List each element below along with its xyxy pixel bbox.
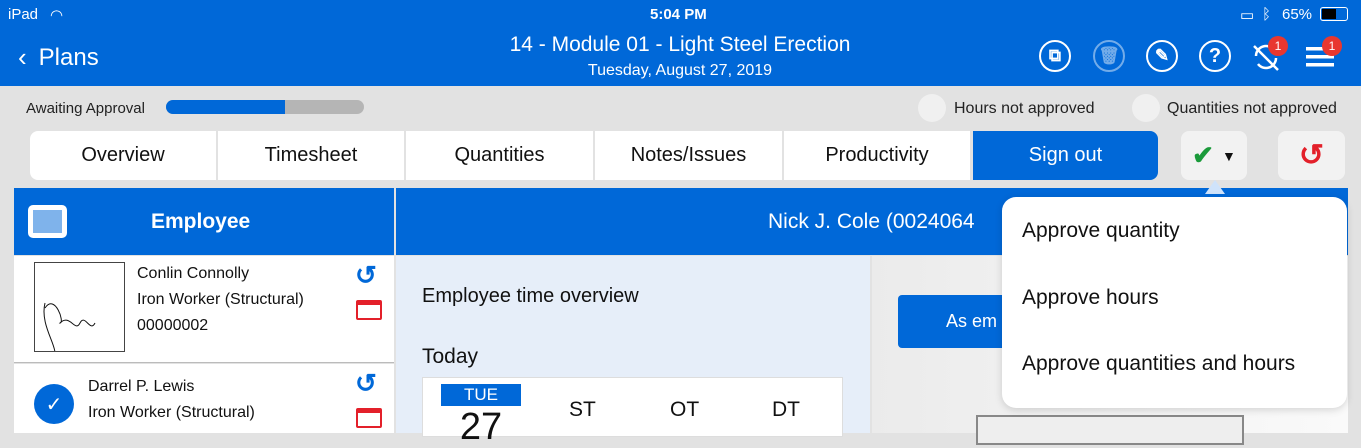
tab-quantities[interactable]: Quantities xyxy=(406,131,593,180)
pencil-icon[interactable]: ✎ xyxy=(1146,40,1178,72)
dt-column: DT xyxy=(772,398,800,421)
list-view-icon[interactable] xyxy=(28,205,67,238)
date-number: 27 xyxy=(459,406,503,448)
reset-icon[interactable]: ↺ xyxy=(355,368,377,398)
timesheet-icon[interactable] xyxy=(356,300,382,320)
page-title: 14 - Module 01 - Light Steel Erection xyxy=(509,33,851,56)
ot-column: OT xyxy=(670,398,700,421)
approval-status-label: Awaiting Approval xyxy=(26,100,145,117)
undo-icon: ↺ xyxy=(1298,139,1325,172)
checkmark-icon: ✔ xyxy=(1192,140,1214,170)
approve-dropdown-button[interactable]: ✔ ▼ xyxy=(1181,131,1247,180)
top-bar: iPad ◠ 5:04 PM ▭ ᛒ 65% ‹ Plans 14 - Modu… xyxy=(0,0,1361,86)
approve-dropdown-menu xyxy=(1002,197,1347,408)
caret-down-icon: ▼ xyxy=(1221,147,1236,164)
page-subtitle: Tuesday, August 27, 2019 xyxy=(587,62,773,79)
back-label: Plans xyxy=(38,43,99,71)
tab-productivity[interactable]: Productivity xyxy=(784,131,970,180)
back-button[interactable]: ‹ Plans xyxy=(18,42,99,73)
employee-id: 00000002 xyxy=(137,317,209,334)
menu-badge: 1 xyxy=(1322,36,1342,56)
tab-notes-issues[interactable]: Notes/Issues xyxy=(595,131,782,180)
employee-panel-title: Employee xyxy=(151,210,251,233)
sync-badge: 1 xyxy=(1268,36,1288,56)
list-item[interactable]: Conlin Connolly Iron Worker (Structural)… xyxy=(14,256,394,363)
popover-arrow xyxy=(1205,180,1225,194)
reset-icon[interactable]: ↺ xyxy=(355,260,377,290)
bluetooth-icon: ᛒ xyxy=(1262,6,1272,23)
approval-progress-bar xyxy=(166,100,364,114)
sign-out-button[interactable]: Sign out xyxy=(973,131,1158,180)
checked-icon[interactable]: ✓ xyxy=(34,384,74,424)
as-employee-label: As em xyxy=(946,311,998,331)
copy-add-icon[interactable]: ⧉ xyxy=(1039,40,1071,72)
help-icon[interactable]: ? xyxy=(1199,40,1231,72)
timesheet-icon[interactable] xyxy=(356,408,382,428)
tab-overview[interactable]: Overview xyxy=(30,131,216,180)
chevron-left-icon: ‹ xyxy=(18,42,27,72)
clock: 5:04 PM xyxy=(650,6,707,23)
airplay-icon: ▭ xyxy=(1240,7,1255,24)
input-box[interactable] xyxy=(976,415,1244,445)
signature-image xyxy=(34,262,125,354)
overview-title: Employee time overview xyxy=(422,285,639,307)
battery-icon xyxy=(1320,7,1348,21)
st-column: ST xyxy=(569,398,596,421)
time-overview-panel: Employee time overview Today TUE 27 ST O… xyxy=(396,256,870,446)
trash-icon[interactable]: 🗑 xyxy=(1093,40,1125,72)
employee-title: Nick J. Cole (0024064 xyxy=(768,210,975,233)
day-label: TUE xyxy=(441,384,521,406)
undo-button[interactable]: ↺ xyxy=(1278,131,1345,180)
hours-legend-dot xyxy=(918,94,946,122)
battery-percent: 65% xyxy=(1282,6,1313,23)
quantities-legend-dot xyxy=(1132,94,1160,122)
employee-name: Darrel P. Lewis xyxy=(88,378,195,395)
hours-legend-label: Hours not approved xyxy=(954,100,1095,117)
today-label: Today xyxy=(422,345,479,368)
employee-role: Iron Worker (Structural) xyxy=(88,404,255,421)
employee-role: Iron Worker (Structural) xyxy=(137,291,304,308)
device-label: iPad xyxy=(8,6,39,23)
list-item[interactable]: ✓ Darrel P. Lewis Iron Worker (Structura… xyxy=(14,364,394,433)
employee-panel-header: Employee xyxy=(14,188,394,255)
today-card: TUE 27 ST OT DT xyxy=(422,377,843,446)
menu-item-approve-both[interactable]: Approve quantities and hours xyxy=(1022,352,1296,375)
employee-name: Conlin Connolly xyxy=(137,265,250,282)
menu-item-approve-hours[interactable]: Approve hours xyxy=(1022,286,1159,309)
wifi-icon: ◠ xyxy=(50,7,64,24)
quantities-legend-label: Quantities not approved xyxy=(1167,100,1337,117)
menu-icon[interactable] xyxy=(1306,44,1336,70)
tab-timesheet[interactable]: Timesheet xyxy=(218,131,404,180)
menu-item-approve-quantity[interactable]: Approve quantity xyxy=(1022,219,1180,242)
